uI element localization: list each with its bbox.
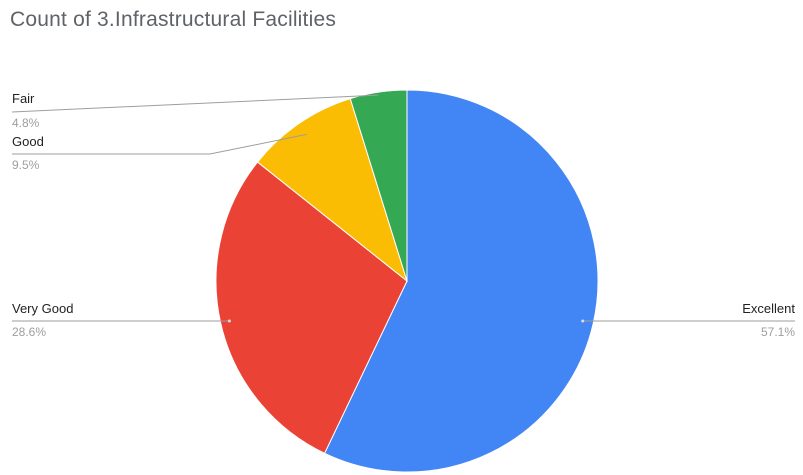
slice-label-very-good: Very Good (12, 301, 73, 316)
pie-labels: Excellent 57.1% Very Good 28.6% Good 9.5% Fair… (11, 91, 795, 339)
slice-label-excellent: Excellent (742, 301, 795, 316)
pie-slices (215, 89, 599, 473)
leader-dot-very-good (227, 319, 231, 323)
slice-very-good (215, 161, 408, 454)
slice-excellent (323, 89, 599, 473)
slice-percent-excellent: 57.1% (761, 325, 795, 339)
chart-title: Count of 3.Infrastructural Facilities (10, 8, 337, 31)
slice-good (256, 97, 408, 283)
slice-fair (349, 89, 408, 282)
slice-percent-good: 9.5% (12, 158, 40, 172)
slice-label-fair: Fair (12, 91, 35, 106)
slice-percent-fair: 4.8% (12, 116, 40, 130)
leader-line-good (12, 133, 307, 155)
slice-label-good: Good (12, 134, 44, 149)
slice-percent-very-good: 28.6% (12, 325, 46, 339)
leader-line-fair (11, 94, 379, 113)
leader-dot-excellent (581, 319, 585, 323)
